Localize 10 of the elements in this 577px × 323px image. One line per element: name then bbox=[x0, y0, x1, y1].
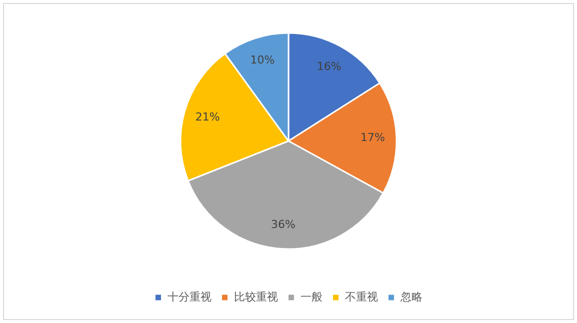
legend-label: 不重视 bbox=[344, 290, 378, 304]
legend-label: 忽略 bbox=[399, 290, 422, 304]
data-label: 36% bbox=[270, 218, 296, 231]
data-label: 17% bbox=[360, 131, 385, 144]
data-label: 16% bbox=[316, 60, 342, 74]
legend-label: 一般 bbox=[300, 290, 322, 304]
data-label: 21% bbox=[195, 110, 220, 124]
legend-label: 比较重视 bbox=[234, 290, 278, 304]
data-label: 10% bbox=[250, 54, 275, 67]
legend-label: 十分重视 bbox=[167, 290, 212, 304]
